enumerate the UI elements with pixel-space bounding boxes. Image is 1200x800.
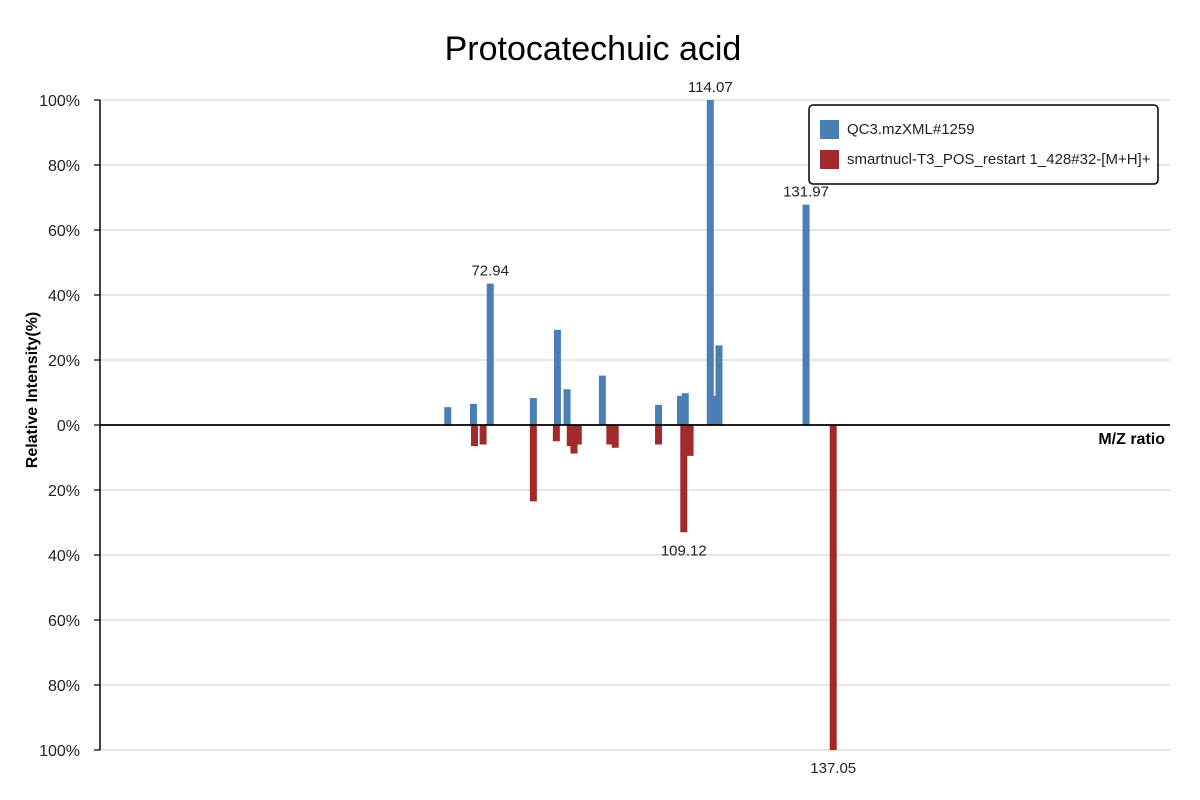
peak-labels: 72.94 114.07 131.97 109.12 137.05 (471, 79, 856, 777)
legend-label-series-2: smartnucl-T3_POS_restart 1_428#32-[M+H]+ (847, 151, 1151, 168)
peak-label: 137.05 (810, 760, 856, 777)
peak-label: 109.12 (661, 542, 707, 559)
y-tick-label: 0% (57, 418, 80, 435)
peak-label: 114.07 (688, 79, 733, 96)
y-tick-label: 100% (39, 93, 80, 110)
peak-bar-series-1 (598, 375, 606, 425)
legend-label-series-1: QC3.mzXML#1259 (847, 121, 975, 138)
peak-bar-series-1 (469, 403, 477, 425)
peak-bar-series-2 (570, 425, 578, 454)
peak-bar-series-2 (529, 425, 537, 502)
y-axis-title: Relative Intensity(%) (24, 312, 41, 468)
peak-bar-series-2 (829, 425, 837, 750)
y-tick-label: 60% (48, 613, 80, 630)
y-tick-label: 40% (48, 548, 80, 565)
peak-bar-series-1 (529, 398, 537, 425)
legend: QC3.mzXML#1259 smartnucl-T3_POS_restart … (808, 104, 1159, 185)
y-axis-ticks: 100% 80% 60% 40% 20% 0% 20% 40% 60% 80% 100% (39, 93, 100, 760)
peak-bar-series-2 (552, 425, 560, 442)
peak-bar-series-1 (802, 204, 810, 425)
peak-bar-series-1 (706, 100, 714, 425)
peak-bar-series-2 (574, 425, 582, 445)
y-tick-label: 20% (48, 483, 80, 500)
x-axis-title: M/Z ratio (1098, 431, 1165, 448)
peak-bar-series-2 (680, 425, 688, 533)
peak-bar-series-1 (715, 345, 723, 425)
peak-bar-series-2 (655, 425, 663, 445)
y-tick-label: 40% (48, 288, 80, 305)
legend-swatch-series-1 (820, 120, 839, 139)
peak-bar-series-2 (471, 425, 478, 447)
chart-title: Protocatechuic acid (445, 30, 742, 68)
peak-bar-series-1 (444, 407, 452, 425)
peak-bar-series-1 (710, 395, 718, 425)
y-tick-label: 60% (48, 223, 80, 240)
peak-bar-series-2 (479, 425, 487, 445)
y-tick-label: 20% (48, 353, 80, 370)
legend-swatch-series-2 (820, 150, 839, 169)
peak-bar-series-1 (486, 283, 494, 425)
peak-bar-series-1 (655, 404, 663, 425)
legend-box (808, 104, 1159, 185)
peak-bar-series-1 (681, 393, 689, 425)
peak-bar-series-2 (686, 425, 694, 456)
y-tick-label: 100% (39, 743, 80, 760)
peak-bar-series-2 (606, 425, 614, 445)
peak-label: 72.94 (471, 263, 509, 280)
y-tick-label: 80% (48, 678, 80, 695)
grid-lines (100, 99, 1170, 751)
peak-bar-series-1 (563, 389, 571, 425)
peak-bar-series-1 (553, 329, 561, 425)
y-tick-label: 80% (48, 158, 80, 175)
peak-label: 131.97 (783, 184, 829, 201)
peak-bar-series-2 (566, 425, 574, 447)
peak-bar-series-2 (611, 425, 619, 448)
spectrum-bars (444, 100, 837, 750)
peak-bar-series-1 (676, 395, 684, 425)
axes (99, 100, 1170, 750)
